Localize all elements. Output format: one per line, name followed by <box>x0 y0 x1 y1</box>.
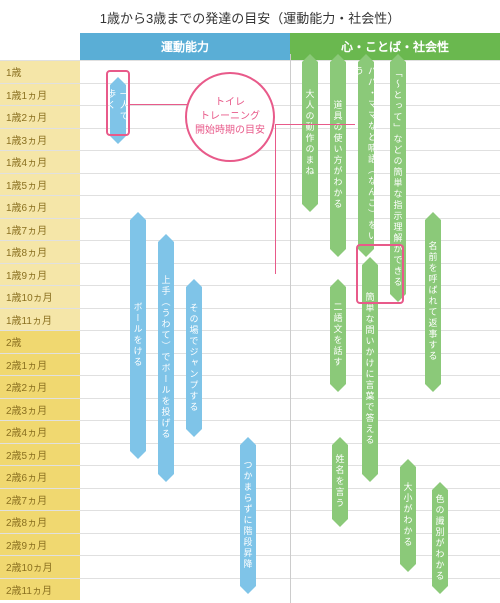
age-label: 2歳2ヵ月 <box>0 376 80 398</box>
milestone-bar: 名前を呼ばれて返事する <box>425 220 441 384</box>
milestone-bar: 上手（うわて）でボールを投げる <box>158 242 174 474</box>
chart-title: 1歳から3歳までの発達の目安（運動能力・社会性） <box>0 0 500 33</box>
age-label: 1歳1ヵ月 <box>0 84 80 106</box>
milestone-bar: 大人の動作のまね <box>302 62 318 204</box>
milestone-bar: 姓名を言う <box>332 445 348 519</box>
header-blank <box>0 33 80 60</box>
age-label: 2歳5ヵ月 <box>0 444 80 466</box>
age-label: 1歳5ヵ月 <box>0 174 80 196</box>
age-label: 2歳9ヵ月 <box>0 534 80 556</box>
milestone-bar: 色の識別がわかる <box>432 490 448 587</box>
age-label: 2歳6ヵ月 <box>0 466 80 488</box>
milestone-bar: 一人で歩く <box>110 85 126 137</box>
age-label: 2歳4ヵ月 <box>0 421 80 443</box>
age-label: 2歳 <box>0 331 80 353</box>
age-label: 2歳8ヵ月 <box>0 511 80 533</box>
age-label: 1歳11ヵ月 <box>0 309 80 331</box>
age-label: 2歳10ヵ月 <box>0 556 80 578</box>
age-label: 1歳6ヵ月 <box>0 196 80 218</box>
age-label: 2歳1ヵ月 <box>0 354 80 376</box>
age-label: 2歳7ヵ月 <box>0 489 80 511</box>
connector-line <box>275 124 355 125</box>
age-label: 1歳 <box>0 61 80 83</box>
milestone-bar: その場でジャンプする <box>186 287 202 429</box>
age-label: 1歳7ヵ月 <box>0 219 80 241</box>
chart-container: 1歳から3歳までの発達の目安（運動能力・社会性） 運動能力 心・ことば・社会性 … <box>0 0 500 603</box>
callout-circle: トイレトレーニング開始時期の目安 <box>185 72 275 162</box>
milestone-bar: 「〜とって」などの簡単な指示理解ができる <box>390 62 406 294</box>
milestone-bar: 簡単な問いかけに言葉で答える <box>362 265 378 474</box>
milestone-bar: 大小がわかる <box>400 467 416 564</box>
chart-area: 一人で歩くボールをける上手（うわて）でボールを投げるその場でジャンプするつかまら… <box>80 54 500 603</box>
connector-line <box>130 104 188 105</box>
milestone-bar: 道具の使い方がわかる <box>330 62 346 249</box>
milestone-bar: 二語文を話す <box>330 287 346 384</box>
milestone-bar: つかまらずに階段昇降 <box>240 445 256 587</box>
milestone-bar: パパ・ママなど喃語（なんご）をいう <box>358 62 374 249</box>
milestone-bar: ボールをける <box>130 220 146 452</box>
age-label: 1歳2ヵ月 <box>0 106 80 128</box>
age-label: 1歳3ヵ月 <box>0 129 80 151</box>
age-label: 2歳3ヵ月 <box>0 399 80 421</box>
age-label: 1歳4ヵ月 <box>0 151 80 173</box>
age-label: 2歳11ヵ月 <box>0 579 80 601</box>
column-divider <box>290 54 291 603</box>
connector-line <box>275 124 276 274</box>
age-label: 1歳9ヵ月 <box>0 264 80 286</box>
age-label: 1歳8ヵ月 <box>0 241 80 263</box>
age-label: 1歳10ヵ月 <box>0 286 80 308</box>
